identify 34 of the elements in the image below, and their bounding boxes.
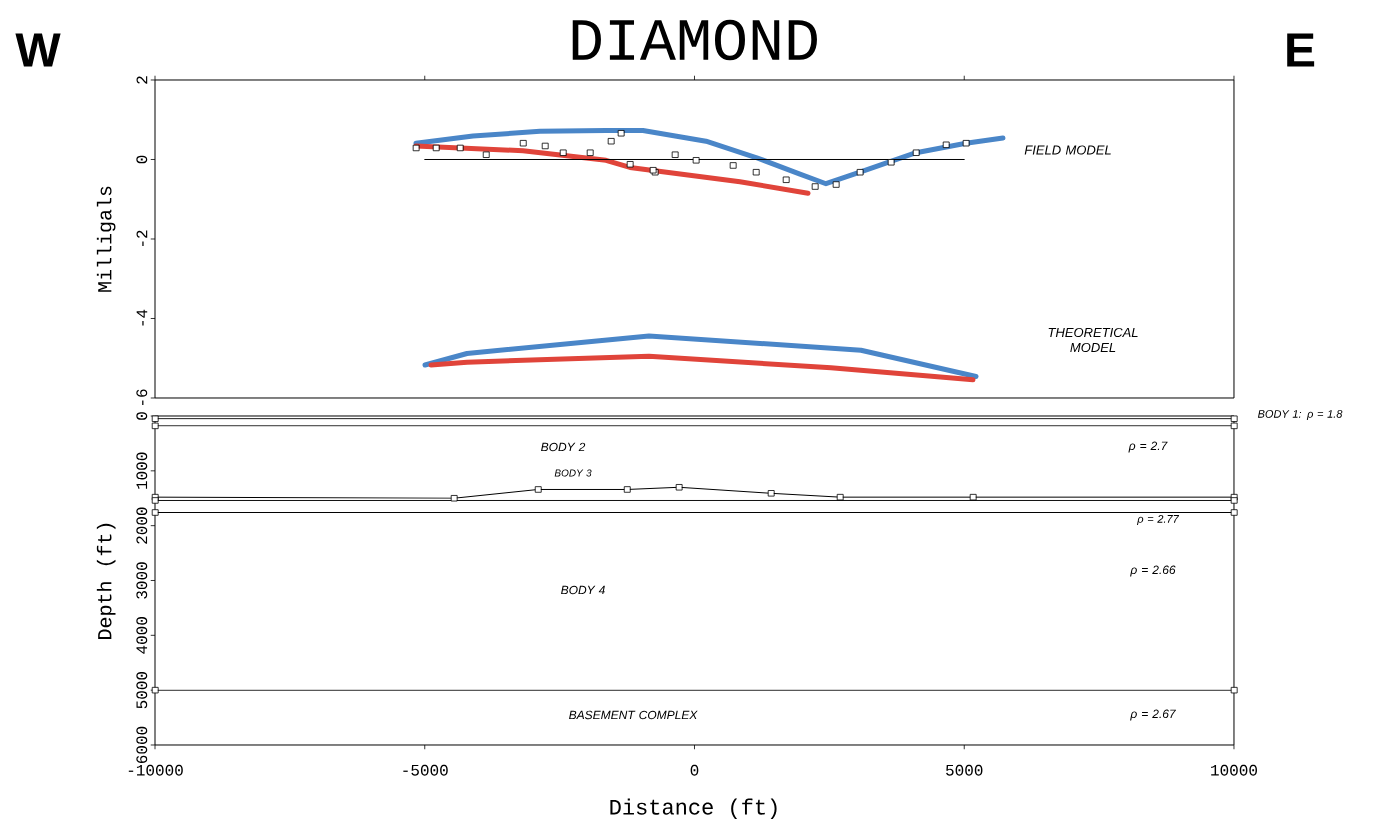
annotation: ρ = 2.7	[1128, 441, 1168, 453]
annotation: ρ = 2.66	[1130, 565, 1176, 577]
y-tick-label: 4000	[136, 617, 148, 654]
text: E	[1287, 33, 1315, 67]
y-axis-title: Depth (ft)	[96, 523, 116, 639]
y-tick-label: 2	[136, 76, 148, 84]
annotation: BODY 4	[561, 585, 605, 595]
annotation: FIELD MODEL	[1024, 145, 1111, 155]
annotation: ρ = 2.77	[1137, 515, 1180, 525]
y-tick-label: -6	[136, 389, 148, 405]
y-tick-label: 2000	[136, 507, 148, 544]
x-tick-label: -5000	[403, 764, 448, 776]
annotation: BODY 2	[541, 442, 586, 452]
annotation: ρ = 2.67	[1130, 709, 1176, 721]
x-tick-label: 5000	[946, 764, 983, 776]
x-tick-label: -10000	[128, 764, 183, 776]
y-tick-label: 1000	[136, 452, 148, 489]
annotation: BODY 3	[554, 469, 592, 477]
y-tick-label: 0	[136, 412, 148, 420]
text: W	[15, 33, 61, 67]
y-tick-label: -2	[136, 230, 148, 246]
x-axis-title: Distance (ft)	[610, 798, 777, 820]
x-tick-label: 10000	[1211, 764, 1257, 776]
y-tick-label: -4	[136, 309, 148, 326]
y-tick-label: 6000	[136, 726, 148, 764]
y-tick-label: 0	[136, 155, 148, 164]
annotation: BASEMENT COMPLEX	[569, 710, 698, 720]
chart-title: DIAMOND	[572, 19, 817, 61]
y-tick-label: 3000	[136, 562, 148, 599]
y-axis-title: Milligals	[96, 186, 116, 292]
x-tick-label: 0	[690, 764, 699, 776]
annotation: THEORETICAL MODEL	[1048, 327, 1138, 353]
text: BODY 1: ρ = 1.8	[1257, 410, 1343, 420]
y-tick-label: 5000	[136, 671, 148, 709]
